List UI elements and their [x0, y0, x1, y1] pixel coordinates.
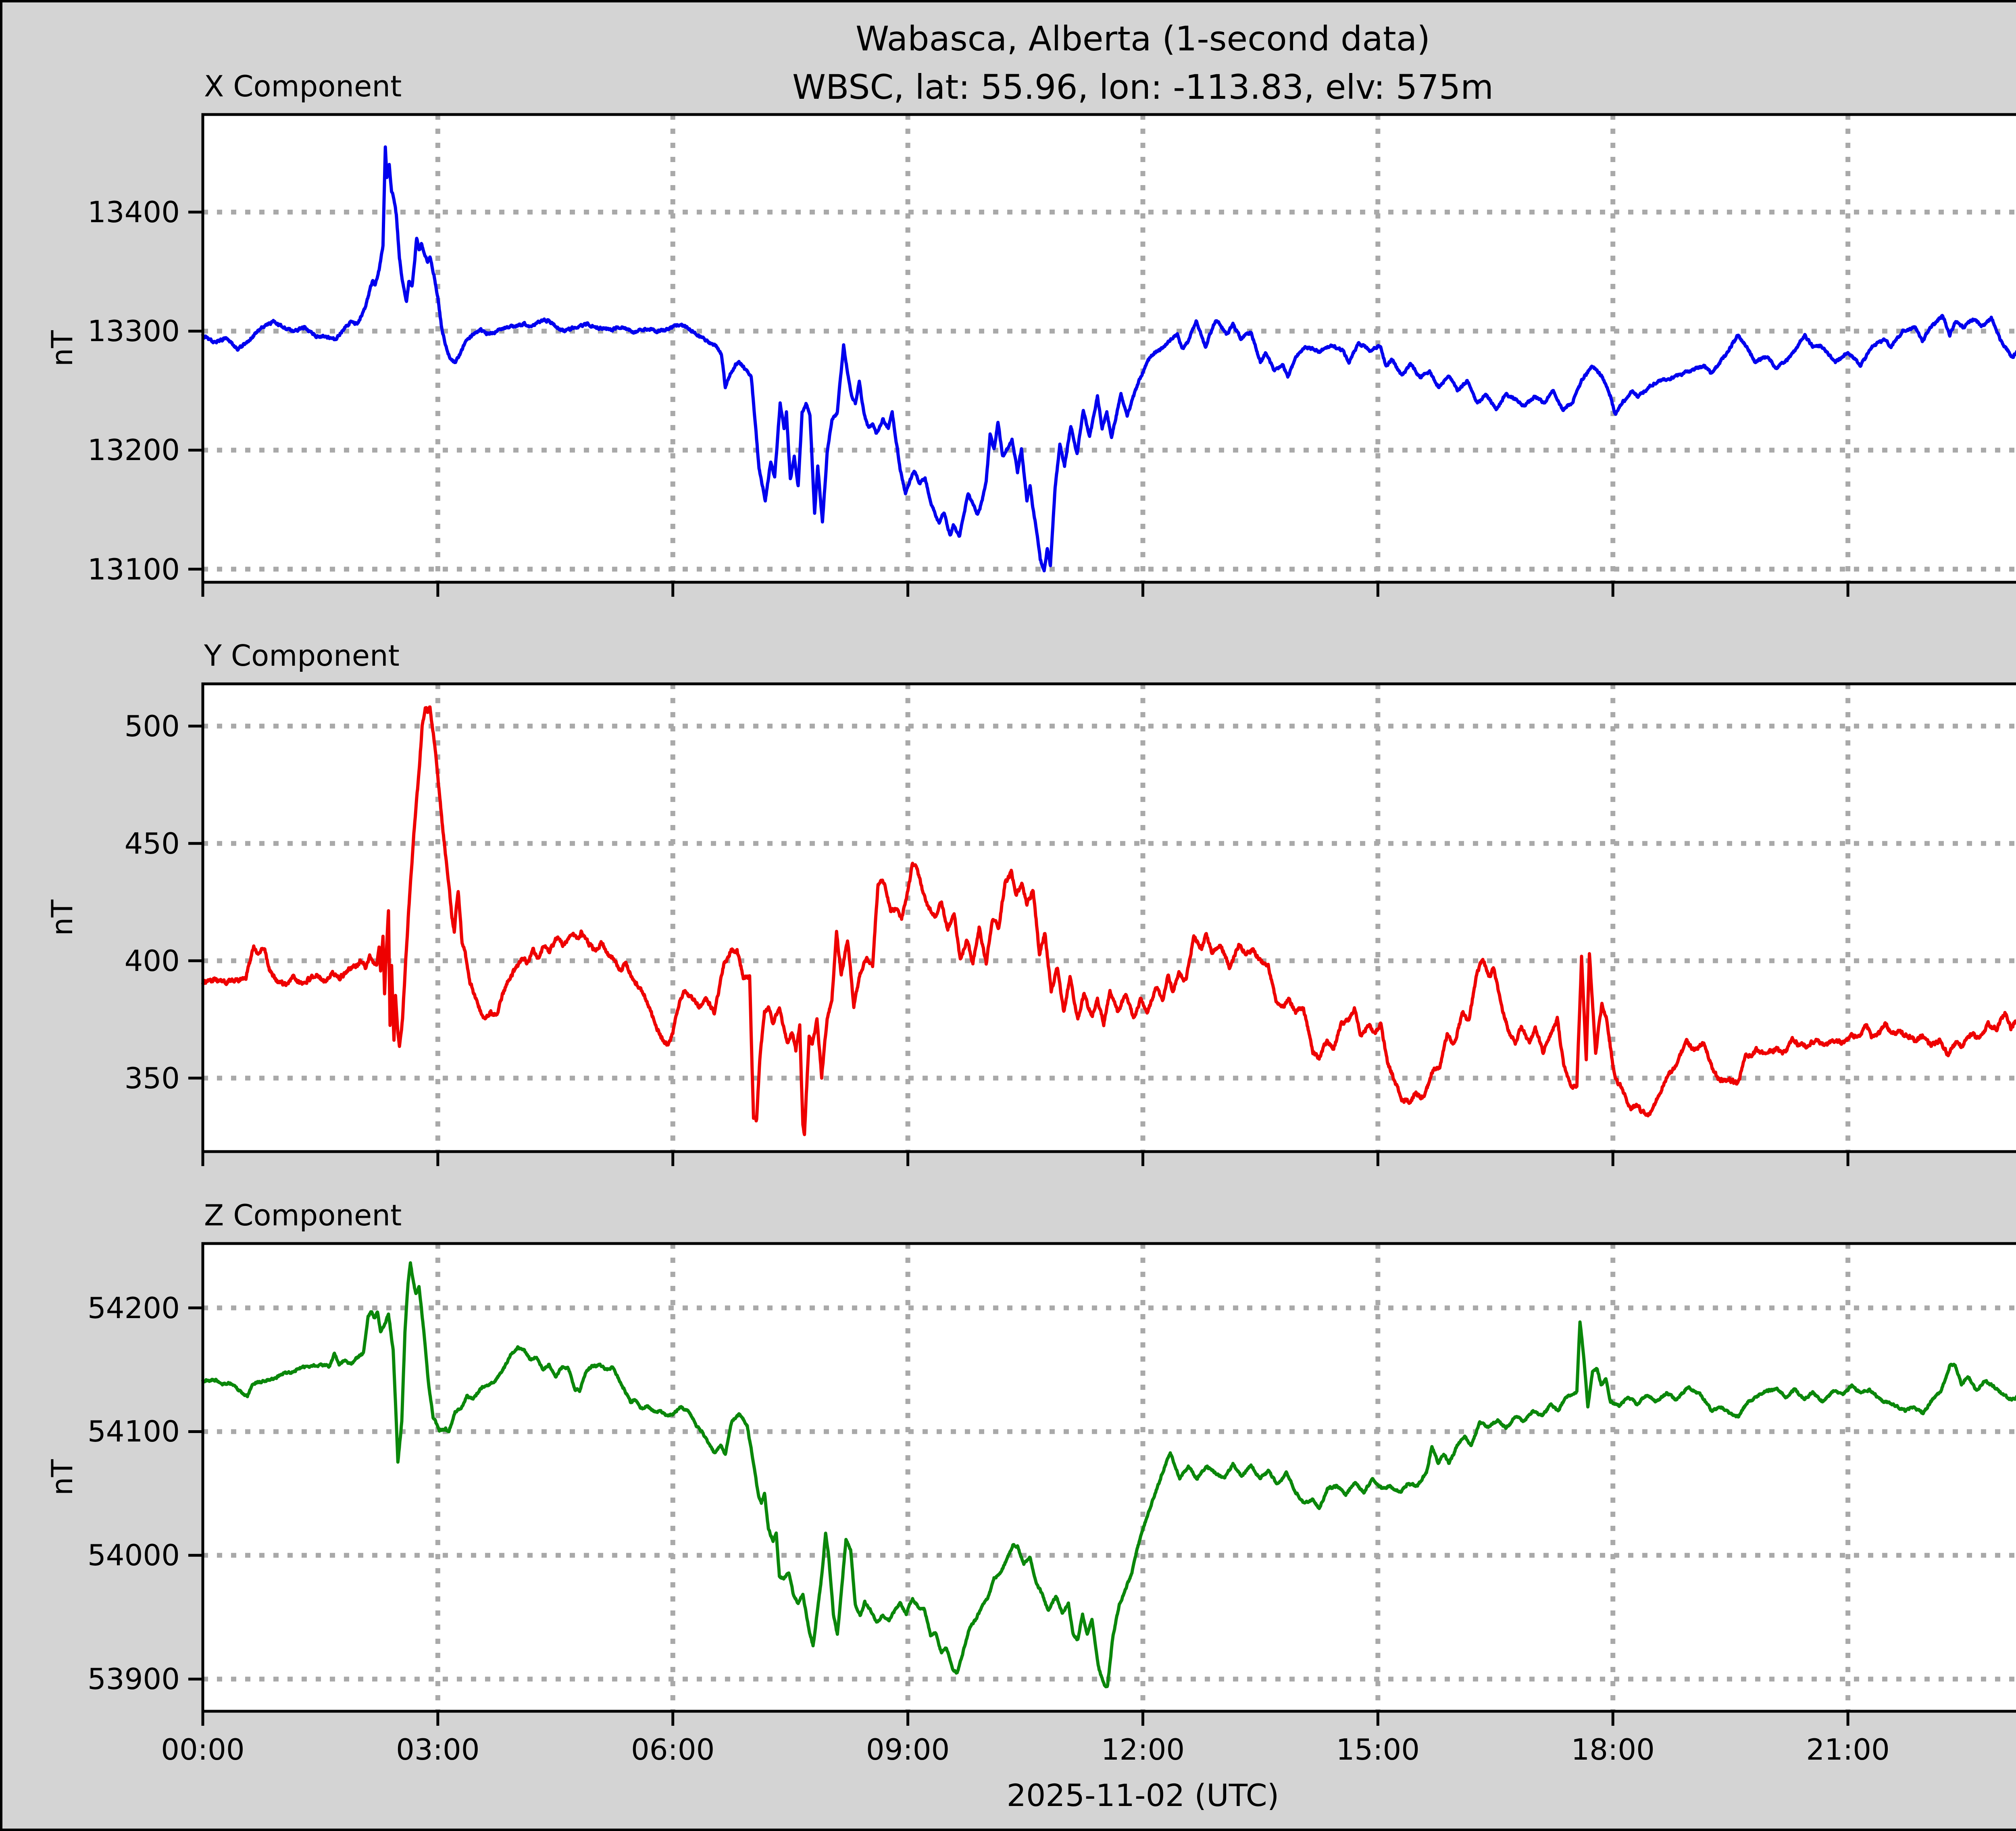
line-chart-x [188, 113, 2016, 597]
x-tick-label: 00:00 [161, 1733, 245, 1766]
y-axis-ticks-x: 13400 13300 13200 13100 [2, 115, 180, 586]
y-tick-label: 54000 [87, 1538, 180, 1573]
y-tick-label: 54200 [87, 1291, 180, 1325]
y-tick-label: 500 [124, 709, 180, 743]
x-tick-label: 03:00 [396, 1733, 480, 1766]
subplot-x-component: X Component nT 13400 13300 13200 13100 [2, 69, 2016, 597]
subplot-title-z: Z Component [204, 1198, 402, 1232]
x-tick-label: 15:00 [1336, 1733, 1420, 1766]
line-chart-z [188, 1242, 2016, 1726]
y-tick-label: 54100 [87, 1414, 180, 1449]
figure-title-block: Wabasca, Alberta (1-second data) WBSC, l… [203, 15, 2016, 111]
x-tick-label: 06:00 [631, 1733, 715, 1766]
y-tick-label: 400 [124, 944, 180, 978]
x-tick-label: 12:00 [1101, 1733, 1185, 1766]
x-axis-ticks: 00:00 03:00 06:00 09:00 12:00 15:00 18:00 21:00 [2, 1733, 2016, 1771]
y-axis-ticks-y: 500 450 400 350 [2, 684, 180, 1152]
y-tick-label: 450 [124, 826, 180, 860]
x-axis-label: 2025-11-02 (UTC) [1006, 1777, 1279, 1813]
subplot-title-y: Y Component [204, 639, 400, 673]
x-tick-label: 21:00 [1806, 1733, 1890, 1766]
x-tick-label: 18:00 [1571, 1733, 1655, 1766]
subplot-title-x: X Component [204, 69, 402, 103]
y-tick-label: 13100 [87, 552, 180, 586]
subplot-z-component: Z Component nT 54200 54100 54000 53900 [2, 1198, 2016, 1726]
y-tick-label: 13300 [87, 314, 180, 348]
y-tick-label: 350 [124, 1061, 180, 1095]
y-tick-label: 53900 [87, 1662, 180, 1696]
subplot-y-component: Y Component nT 500 450 400 350 [2, 639, 2016, 1166]
y-axis-ticks-z: 54200 54100 54000 53900 [2, 1244, 180, 1711]
figure-subtitle: WBSC, lat: 55.96, lon: -113.83, elv: 575… [792, 67, 1494, 107]
y-tick-label: 13400 [87, 195, 180, 229]
x-tick-label: 09:00 [866, 1733, 950, 1766]
figure-title: Wabasca, Alberta (1-second data) [855, 19, 1430, 58]
line-chart-y [188, 682, 2016, 1166]
y-tick-label: 13200 [87, 433, 180, 467]
